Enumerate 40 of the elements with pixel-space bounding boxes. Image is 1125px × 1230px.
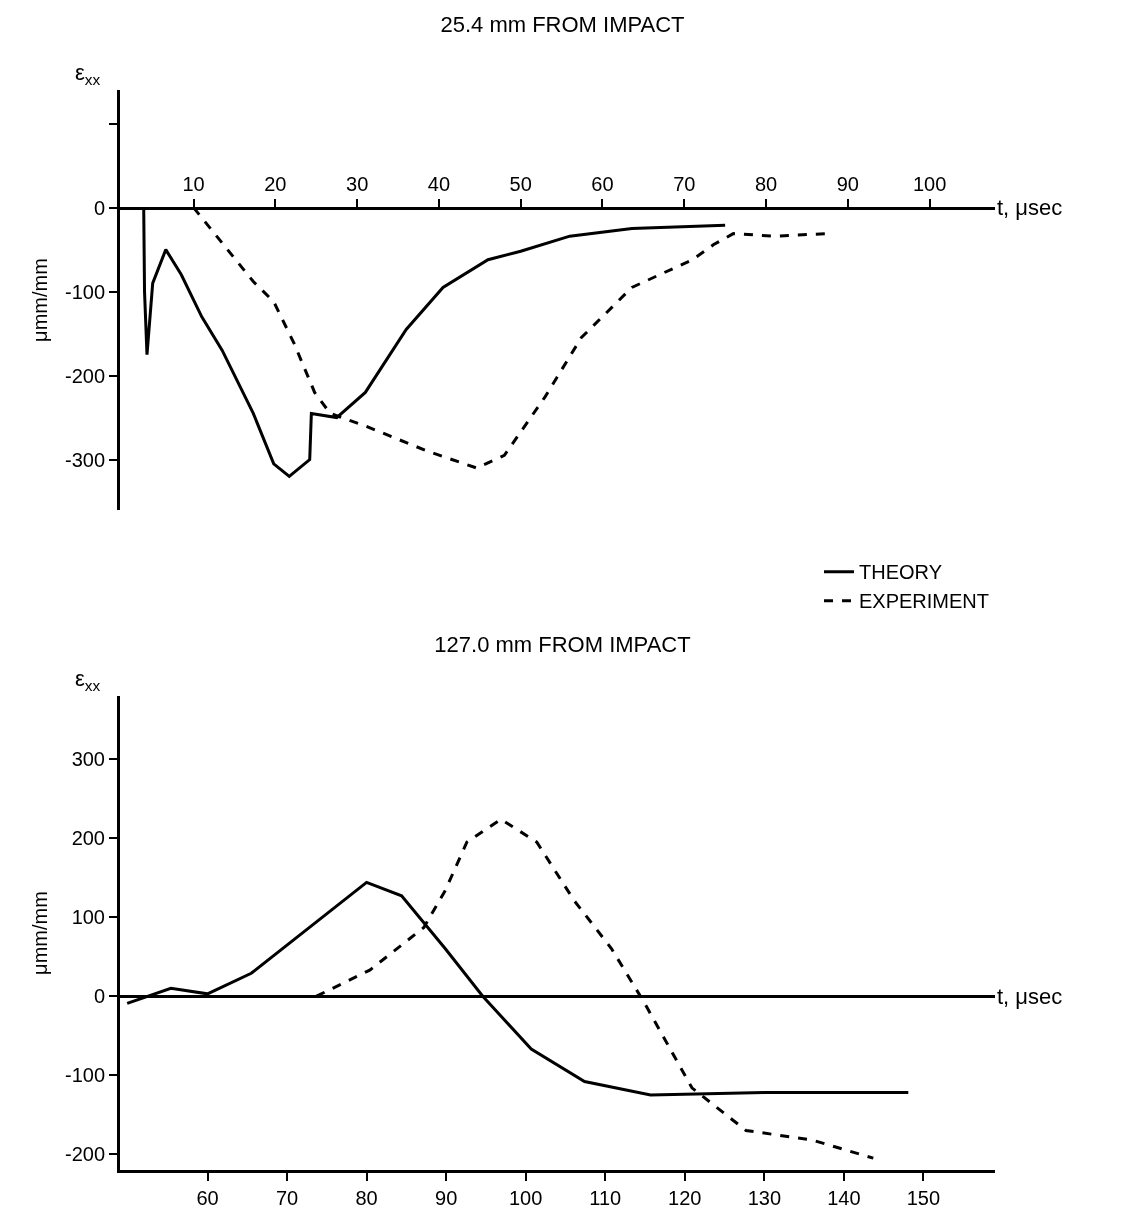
- x-tick-label: 150: [906, 1187, 941, 1209]
- y-tick-label: -100: [64, 1064, 105, 1087]
- x-tick-label: 120: [668, 1187, 702, 1209]
- text: ε$_{xx}$: [75, 666, 101, 694]
- x-tick-label: 10: [182, 172, 205, 195]
- y-tick-label: 100: [71, 906, 105, 929]
- x-tick-label: 110: [589, 1187, 622, 1209]
- text: ε$_{xx}$: [75, 60, 101, 88]
- y-tick-label: 0: [93, 196, 105, 219]
- y-tick-label: 300: [71, 748, 105, 771]
- y-tick-label: 0: [93, 985, 105, 1008]
- x-tick-label: 40: [427, 172, 451, 195]
- x-tick-label: 70: [275, 1187, 299, 1209]
- y-tick-label: 200: [71, 827, 105, 850]
- x-tick-label: 80: [355, 1187, 378, 1209]
- x-axis-title: t, μsec: [997, 195, 1063, 220]
- x-tick-label: 140: [827, 1187, 861, 1209]
- chart-title: 127.0 mm FROM IMPACT: [434, 632, 691, 657]
- x-tick-label: 90: [435, 1187, 458, 1209]
- x-tick-label: 20: [264, 172, 287, 195]
- x-tick-label: 70: [673, 172, 696, 195]
- y-axis-title: μmm/mm: [29, 891, 52, 975]
- y-tick-label: -300: [64, 448, 105, 471]
- x-tick-label: 100: [508, 1187, 543, 1209]
- x-tick-label: 50: [509, 172, 532, 195]
- y-tick-label: -100: [64, 280, 105, 303]
- x-axis-title: t, μsec: [997, 984, 1063, 1009]
- y-axis-title: μmm/mm: [29, 258, 52, 342]
- legend-label: EXPERIMENT: [859, 590, 990, 613]
- y-tick-label: -200: [64, 364, 105, 387]
- y-tick-label: -200: [64, 1143, 105, 1166]
- x-tick-label: 30: [346, 172, 369, 195]
- x-tick-label: 80: [754, 172, 778, 195]
- x-tick-label: 90: [836, 172, 859, 195]
- chart-title: 25.4 mm FROM IMPACT: [440, 11, 685, 37]
- x-tick-label: 60: [591, 172, 614, 195]
- legend-label: THEORY: [859, 561, 942, 584]
- x-tick-label: 100: [912, 172, 947, 195]
- x-tick-label: 60: [196, 1187, 219, 1209]
- x-tick-label: 130: [747, 1187, 782, 1209]
